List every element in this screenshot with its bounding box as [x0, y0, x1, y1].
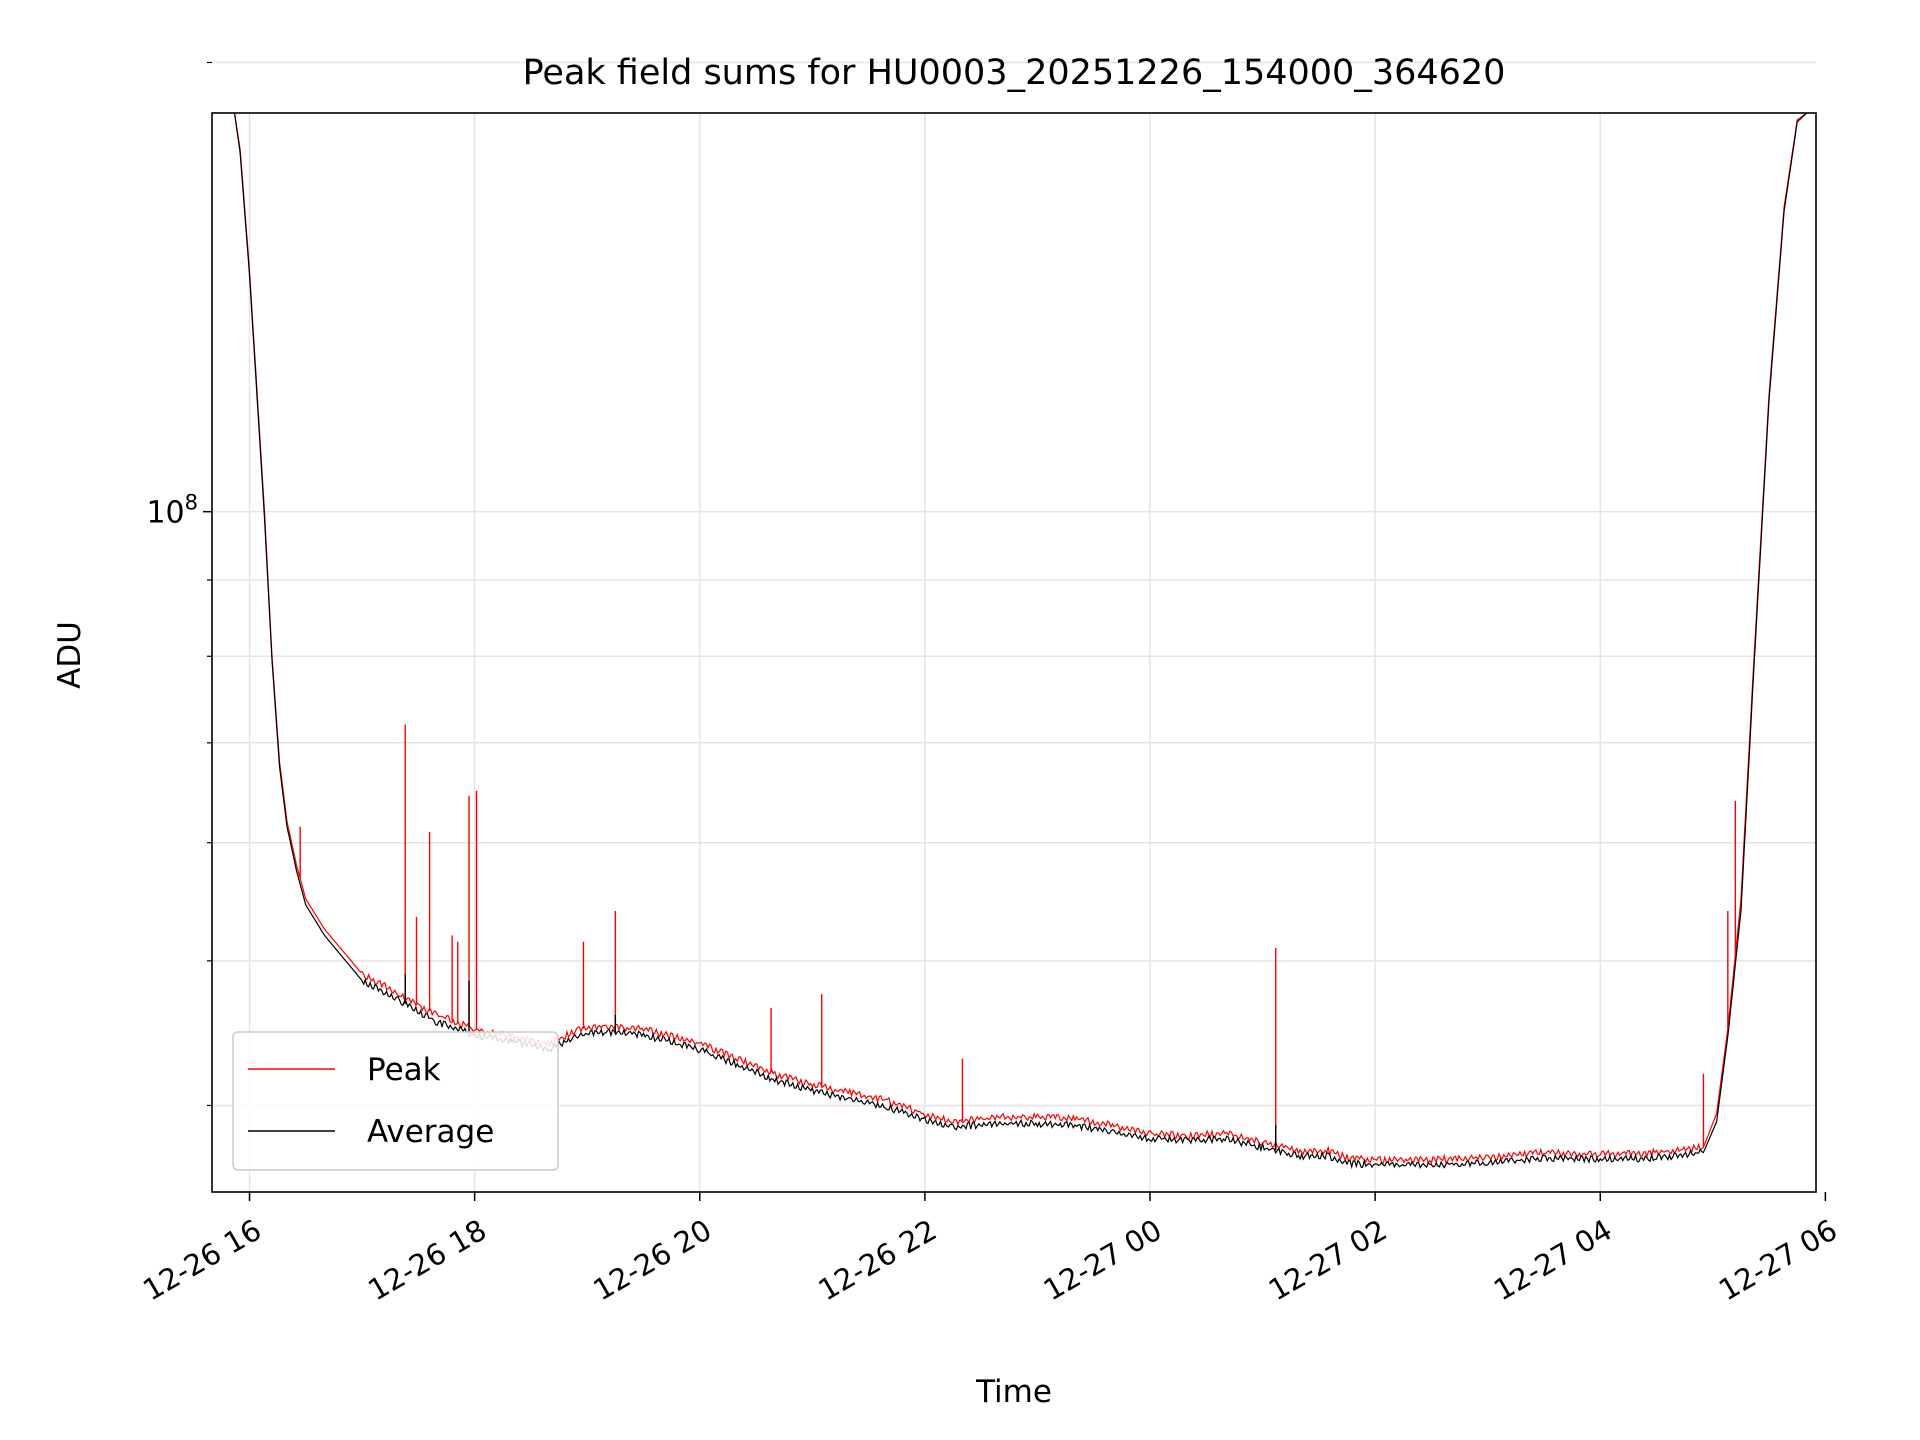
plot-frame — [211, 112, 1817, 1193]
legend: Peak Average — [232, 1031, 559, 1171]
x-axis-label: Time — [975, 1374, 1052, 1410]
legend-label-peak: Peak — [367, 1052, 441, 1088]
y-axis-label: ADU — [52, 621, 88, 689]
grid — [212, 61, 1816, 1192]
legend-box — [232, 1031, 559, 1171]
legend-label-average: Average — [367, 1114, 494, 1150]
chart-title: Peak field sums for HU0003_20251226_1540… — [523, 53, 1506, 93]
y-tick-label: 108 — [146, 491, 198, 531]
